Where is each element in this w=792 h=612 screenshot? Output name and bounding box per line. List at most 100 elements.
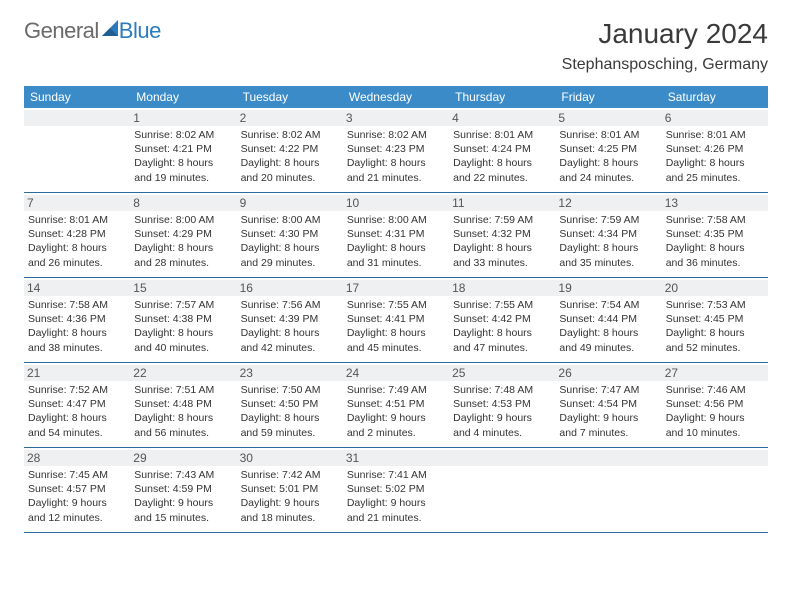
sunset-text: Sunset: 4:51 PM <box>347 397 445 411</box>
week-row: 14Sunrise: 7:58 AMSunset: 4:36 PMDayligh… <box>24 278 768 363</box>
sunset-text: Sunset: 4:28 PM <box>28 227 126 241</box>
sunset-text: Sunset: 5:01 PM <box>241 482 339 496</box>
logo: General Blue <box>24 18 161 44</box>
weekday-header: Sunday <box>24 86 130 108</box>
week-row: 7Sunrise: 8:01 AMSunset: 4:28 PMDaylight… <box>24 193 768 278</box>
day-cell: 29Sunrise: 7:43 AMSunset: 4:59 PMDayligh… <box>130 448 236 532</box>
day-cell: 12Sunrise: 7:59 AMSunset: 4:34 PMDayligh… <box>555 193 661 277</box>
sunrise-text: Sunrise: 7:43 AM <box>134 468 232 482</box>
sunset-text: Sunset: 4:41 PM <box>347 312 445 326</box>
day-number: 26 <box>555 365 661 381</box>
day-number: 29 <box>130 450 236 466</box>
day-cell: 2Sunrise: 8:02 AMSunset: 4:22 PMDaylight… <box>237 108 343 192</box>
sunrise-text: Sunrise: 8:01 AM <box>453 128 551 142</box>
day-number: 31 <box>343 450 449 466</box>
title-block: January 2024 Stephansposching, Germany <box>562 18 768 74</box>
sunset-text: Sunset: 4:59 PM <box>134 482 232 496</box>
daylight-text: Daylight: 8 hours and 49 minutes. <box>559 326 657 354</box>
daylight-text: Daylight: 8 hours and 31 minutes. <box>347 241 445 269</box>
day-detail: Sunrise: 7:54 AMSunset: 4:44 PMDaylight:… <box>559 298 657 355</box>
sunrise-text: Sunrise: 7:59 AM <box>453 213 551 227</box>
day-cell: 1 Sunrise: 8:02 AMSunset: 4:21 PMDaylight… <box>130 108 236 192</box>
day-detail: Sunrise: 7:50 AMSunset: 4:50 PMDaylight:… <box>241 383 339 440</box>
day-cell: 3Sunrise: 8:02 AMSunset: 4:23 PMDaylight… <box>343 108 449 192</box>
daylight-text: Daylight: 8 hours and 47 minutes. <box>453 326 551 354</box>
day-cell: 27Sunrise: 7:46 AMSunset: 4:56 PMDayligh… <box>662 363 768 447</box>
sunrise-text: Sunrise: 8:01 AM <box>28 213 126 227</box>
sunrise-text: Sunrise: 8:00 AM <box>241 213 339 227</box>
day-cell: 11Sunrise: 7:59 AMSunset: 4:32 PMDayligh… <box>449 193 555 277</box>
sunrise-text: Sunrise: 8:02 AM <box>347 128 445 142</box>
month-title: January 2024 <box>562 18 768 50</box>
day-number: 17 <box>343 280 449 296</box>
sunset-text: Sunset: 4:35 PM <box>666 227 764 241</box>
daylight-text: Daylight: 9 hours and 4 minutes. <box>453 411 551 439</box>
day-cell: 17Sunrise: 7:55 AMSunset: 4:41 PMDayligh… <box>343 278 449 362</box>
day-number: 18 <box>449 280 555 296</box>
daylight-text: Daylight: 8 hours and 35 minutes. <box>559 241 657 269</box>
daylight-text: Daylight: 8 hours and 59 minutes. <box>241 411 339 439</box>
daylight-text: Daylight: 8 hours and 38 minutes. <box>28 326 126 354</box>
day-number-empty <box>555 450 661 466</box>
logo-text-general: General <box>24 18 99 44</box>
weekday-header: Thursday <box>449 86 555 108</box>
day-detail: Sunrise: 8:02 AMSunset: 4:21 PMDaylight:… <box>134 128 232 185</box>
week-row: 1 Sunrise: 8:02 AMSunset: 4:21 PMDaylight… <box>24 108 768 193</box>
day-detail: Sunrise: 7:47 AMSunset: 4:54 PMDaylight:… <box>559 383 657 440</box>
day-number: 1 <box>130 110 236 126</box>
daylight-text: Daylight: 9 hours and 18 minutes. <box>241 496 339 524</box>
day-detail: Sunrise: 7:56 AMSunset: 4:39 PMDaylight:… <box>241 298 339 355</box>
day-number: 21 <box>24 365 130 381</box>
daylight-text: Daylight: 9 hours and 10 minutes. <box>666 411 764 439</box>
day-detail: Sunrise: 7:46 AMSunset: 4:56 PMDaylight:… <box>666 383 764 440</box>
day-number: 9 <box>237 195 343 211</box>
day-cell: 14Sunrise: 7:58 AMSunset: 4:36 PMDayligh… <box>24 278 130 362</box>
day-detail: Sunrise: 8:00 AMSunset: 4:31 PMDaylight:… <box>347 213 445 270</box>
day-number: 14 <box>24 280 130 296</box>
day-number: 7 <box>24 195 130 211</box>
daylight-text: Daylight: 9 hours and 21 minutes. <box>347 496 445 524</box>
day-number: 19 <box>555 280 661 296</box>
sunset-text: Sunset: 4:26 PM <box>666 142 764 156</box>
sunset-text: Sunset: 4:30 PM <box>241 227 339 241</box>
weekday-header: Monday <box>130 86 236 108</box>
daylight-text: Daylight: 8 hours and 28 minutes. <box>134 241 232 269</box>
day-cell: 10 Sunrise: 8:00 AMSunset: 4:31 PMDayligh… <box>343 193 449 277</box>
day-cell: 5Sunrise: 8:01 AMSunset: 4:25 PMDaylight… <box>555 108 661 192</box>
sunrise-text: Sunrise: 7:41 AM <box>347 468 445 482</box>
daylight-text: Daylight: 8 hours and 42 minutes. <box>241 326 339 354</box>
day-cell: 18 Sunrise: 7:55 AMSunset: 4:42 PMDayligh… <box>449 278 555 362</box>
daylight-text: Daylight: 8 hours and 24 minutes. <box>559 156 657 184</box>
day-number: 23 <box>237 365 343 381</box>
sunrise-text: Sunrise: 7:58 AM <box>28 298 126 312</box>
day-detail: Sunrise: 7:45 AMSunset: 4:57 PMDaylight:… <box>28 468 126 525</box>
day-cell <box>555 448 661 532</box>
day-cell: 28Sunrise: 7:45 AMSunset: 4:57 PMDayligh… <box>24 448 130 532</box>
sunrise-text: Sunrise: 7:58 AM <box>666 213 764 227</box>
day-detail: Sunrise: 8:01 AMSunset: 4:25 PMDaylight:… <box>559 128 657 185</box>
sunrise-text: Sunrise: 7:53 AM <box>666 298 764 312</box>
sunrise-text: Sunrise: 7:57 AM <box>134 298 232 312</box>
day-number: 10 <box>343 195 449 211</box>
sunset-text: Sunset: 4:56 PM <box>666 397 764 411</box>
day-number: 24 <box>343 365 449 381</box>
day-number-empty <box>449 450 555 466</box>
day-cell <box>662 448 768 532</box>
daylight-text: Daylight: 8 hours and 36 minutes. <box>666 241 764 269</box>
day-detail: Sunrise: 7:41 AMSunset: 5:02 PMDaylight:… <box>347 468 445 525</box>
sunset-text: Sunset: 4:47 PM <box>28 397 126 411</box>
sunset-text: Sunset: 4:34 PM <box>559 227 657 241</box>
day-detail: Sunrise: 8:01 AMSunset: 4:28 PMDaylight:… <box>28 213 126 270</box>
sunrise-text: Sunrise: 7:55 AM <box>453 298 551 312</box>
sunset-text: Sunset: 4:54 PM <box>559 397 657 411</box>
day-detail: Sunrise: 7:58 AMSunset: 4:35 PMDaylight:… <box>666 213 764 270</box>
day-cell: 15Sunrise: 7:57 AMSunset: 4:38 PMDayligh… <box>130 278 236 362</box>
day-number: 12 <box>555 195 661 211</box>
day-number: 20 <box>662 280 768 296</box>
sunset-text: Sunset: 4:42 PM <box>453 312 551 326</box>
week-row: 28Sunrise: 7:45 AMSunset: 4:57 PMDayligh… <box>24 448 768 533</box>
sunset-text: Sunset: 4:24 PM <box>453 142 551 156</box>
location-label: Stephansposching, Germany <box>562 56 768 74</box>
sunset-text: Sunset: 4:39 PM <box>241 312 339 326</box>
day-cell: 7 Sunrise: 8:01 AMSunset: 4:28 PMDaylight… <box>24 193 130 277</box>
